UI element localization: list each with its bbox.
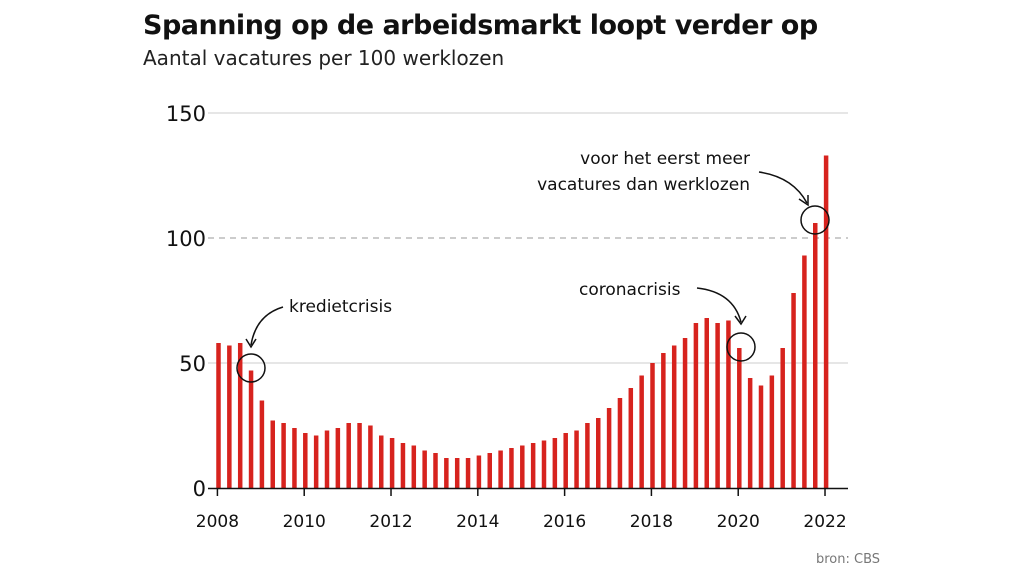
chart-title: Spanning op de arbeidsmarkt loopt verder… xyxy=(143,10,818,41)
bar-2020-Q1 xyxy=(737,348,742,488)
highlight-circle-kredietcrisis xyxy=(236,353,266,383)
bars xyxy=(216,155,829,488)
bar-2012-Q2 xyxy=(400,443,406,488)
annotation-kredietcrisis: kredietcrisis xyxy=(289,297,392,317)
bar-2016-Q3 xyxy=(585,423,590,488)
bar-2013-Q2 xyxy=(444,458,449,488)
annotation-coronacrisis: coronacrisis xyxy=(579,280,681,300)
bar-2019-Q2 xyxy=(704,318,709,488)
bar-2012-Q1 xyxy=(389,438,395,488)
bar-2015-Q3 xyxy=(541,440,547,488)
arrow-coronacrisis xyxy=(696,287,742,323)
y-tick-label-150: 150 xyxy=(166,102,206,126)
arrowhead-first-time xyxy=(798,195,809,207)
bar-2017-Q2 xyxy=(617,398,623,488)
annotation-first-time-line2: vacatures dan werklozen xyxy=(537,175,750,195)
bar-2016-Q4 xyxy=(596,418,601,488)
bar-2021-Q1 xyxy=(780,348,785,488)
bar-2022-Q1 xyxy=(823,155,829,488)
x-tick-label-2018: 2018 xyxy=(630,512,673,532)
bar-2015-Q2 xyxy=(530,443,536,488)
bar-2014-Q1 xyxy=(476,455,482,488)
bar-2013-Q3 xyxy=(454,458,460,488)
arrowhead-kredietcrisis xyxy=(245,338,257,349)
highlight-circle-coronacrisis xyxy=(726,332,756,362)
bar-2020-Q4 xyxy=(769,375,775,488)
bar-2012-Q3 xyxy=(411,445,417,488)
bar-2020-Q3 xyxy=(758,385,764,488)
x-tick-label-2010: 2010 xyxy=(283,512,326,532)
bar-2008-Q4 xyxy=(248,370,254,488)
bar-2011-Q2 xyxy=(357,423,362,488)
bar-2008-Q1 xyxy=(216,343,221,488)
x-tick-label-2020: 2020 xyxy=(717,512,760,532)
bar-2008-Q3 xyxy=(237,343,243,488)
bar-2010-Q1 xyxy=(303,433,308,488)
bar-2009-Q2 xyxy=(270,420,275,488)
bar-2011-Q4 xyxy=(379,435,384,488)
chart-subtitle: Aantal vacatures per 100 werklozen xyxy=(143,46,505,70)
bar-2021-Q4 xyxy=(813,223,818,488)
bar-2015-Q1 xyxy=(520,445,525,488)
bar-2018-Q1 xyxy=(650,363,655,488)
bar-2018-Q3 xyxy=(671,345,677,488)
bar-2019-Q4 xyxy=(726,320,731,488)
bar-2012-Q4 xyxy=(422,450,427,488)
arrowhead-coronacrisis xyxy=(734,315,747,326)
bar-2014-Q4 xyxy=(509,448,514,488)
bar-2018-Q2 xyxy=(661,353,666,488)
y-tick-label-0: 0 xyxy=(193,477,206,501)
bar-2019-Q1 xyxy=(693,323,699,488)
bar-2016-Q1 xyxy=(563,433,568,488)
annotations: kredietcrisis coronacrisis voor het eers… xyxy=(236,149,830,383)
bar-2011-Q1 xyxy=(346,423,351,488)
highlight-circle-first-time xyxy=(800,205,830,235)
y-tick-label-100: 100 xyxy=(166,227,206,251)
source-note: bron: CBS xyxy=(816,552,881,567)
bar-2014-Q3 xyxy=(498,450,503,488)
x-tick-label-2012: 2012 xyxy=(369,512,412,532)
bar-2010-Q3 xyxy=(324,430,330,488)
arrow-first-time xyxy=(758,171,808,204)
bar-2010-Q4 xyxy=(335,428,341,488)
bar-2009-Q3 xyxy=(281,423,286,488)
bar-2015-Q4 xyxy=(552,438,558,488)
bar-2009-Q4 xyxy=(292,428,297,488)
gridlines xyxy=(208,112,848,364)
x-tick-label-2014: 2014 xyxy=(456,512,499,532)
bar-2019-Q3 xyxy=(715,323,720,488)
bar-2014-Q2 xyxy=(487,453,492,488)
bar-2021-Q3 xyxy=(802,255,807,488)
bar-2016-Q2 xyxy=(574,430,579,488)
bar-2017-Q3 xyxy=(628,388,634,488)
bar-2008-Q2 xyxy=(227,345,232,488)
bar-2013-Q4 xyxy=(465,458,471,488)
annotation-first-time-line1: voor het eerst meer xyxy=(580,149,750,169)
y-tick-label-50: 50 xyxy=(179,352,206,376)
bar-2018-Q4 xyxy=(682,338,688,488)
x-tick-label-2016: 2016 xyxy=(543,512,586,532)
bar-2020-Q2 xyxy=(747,378,753,488)
axes: 0 50 100 150 2008 2010 2012 2014 2016 2018 2020 202… xyxy=(166,102,848,532)
x-tick-label-2008: 2008 xyxy=(196,512,239,532)
bar-2011-Q3 xyxy=(368,425,373,488)
bar-2021-Q2 xyxy=(791,293,796,488)
bar-2017-Q1 xyxy=(606,408,612,488)
bar-2009-Q1 xyxy=(259,400,265,488)
bar-2013-Q1 xyxy=(433,453,438,488)
bar-2010-Q2 xyxy=(313,435,319,488)
arrow-kredietcrisis xyxy=(250,306,284,346)
x-tick-label-2022: 2022 xyxy=(803,512,846,532)
bar-2017-Q4 xyxy=(639,375,644,488)
